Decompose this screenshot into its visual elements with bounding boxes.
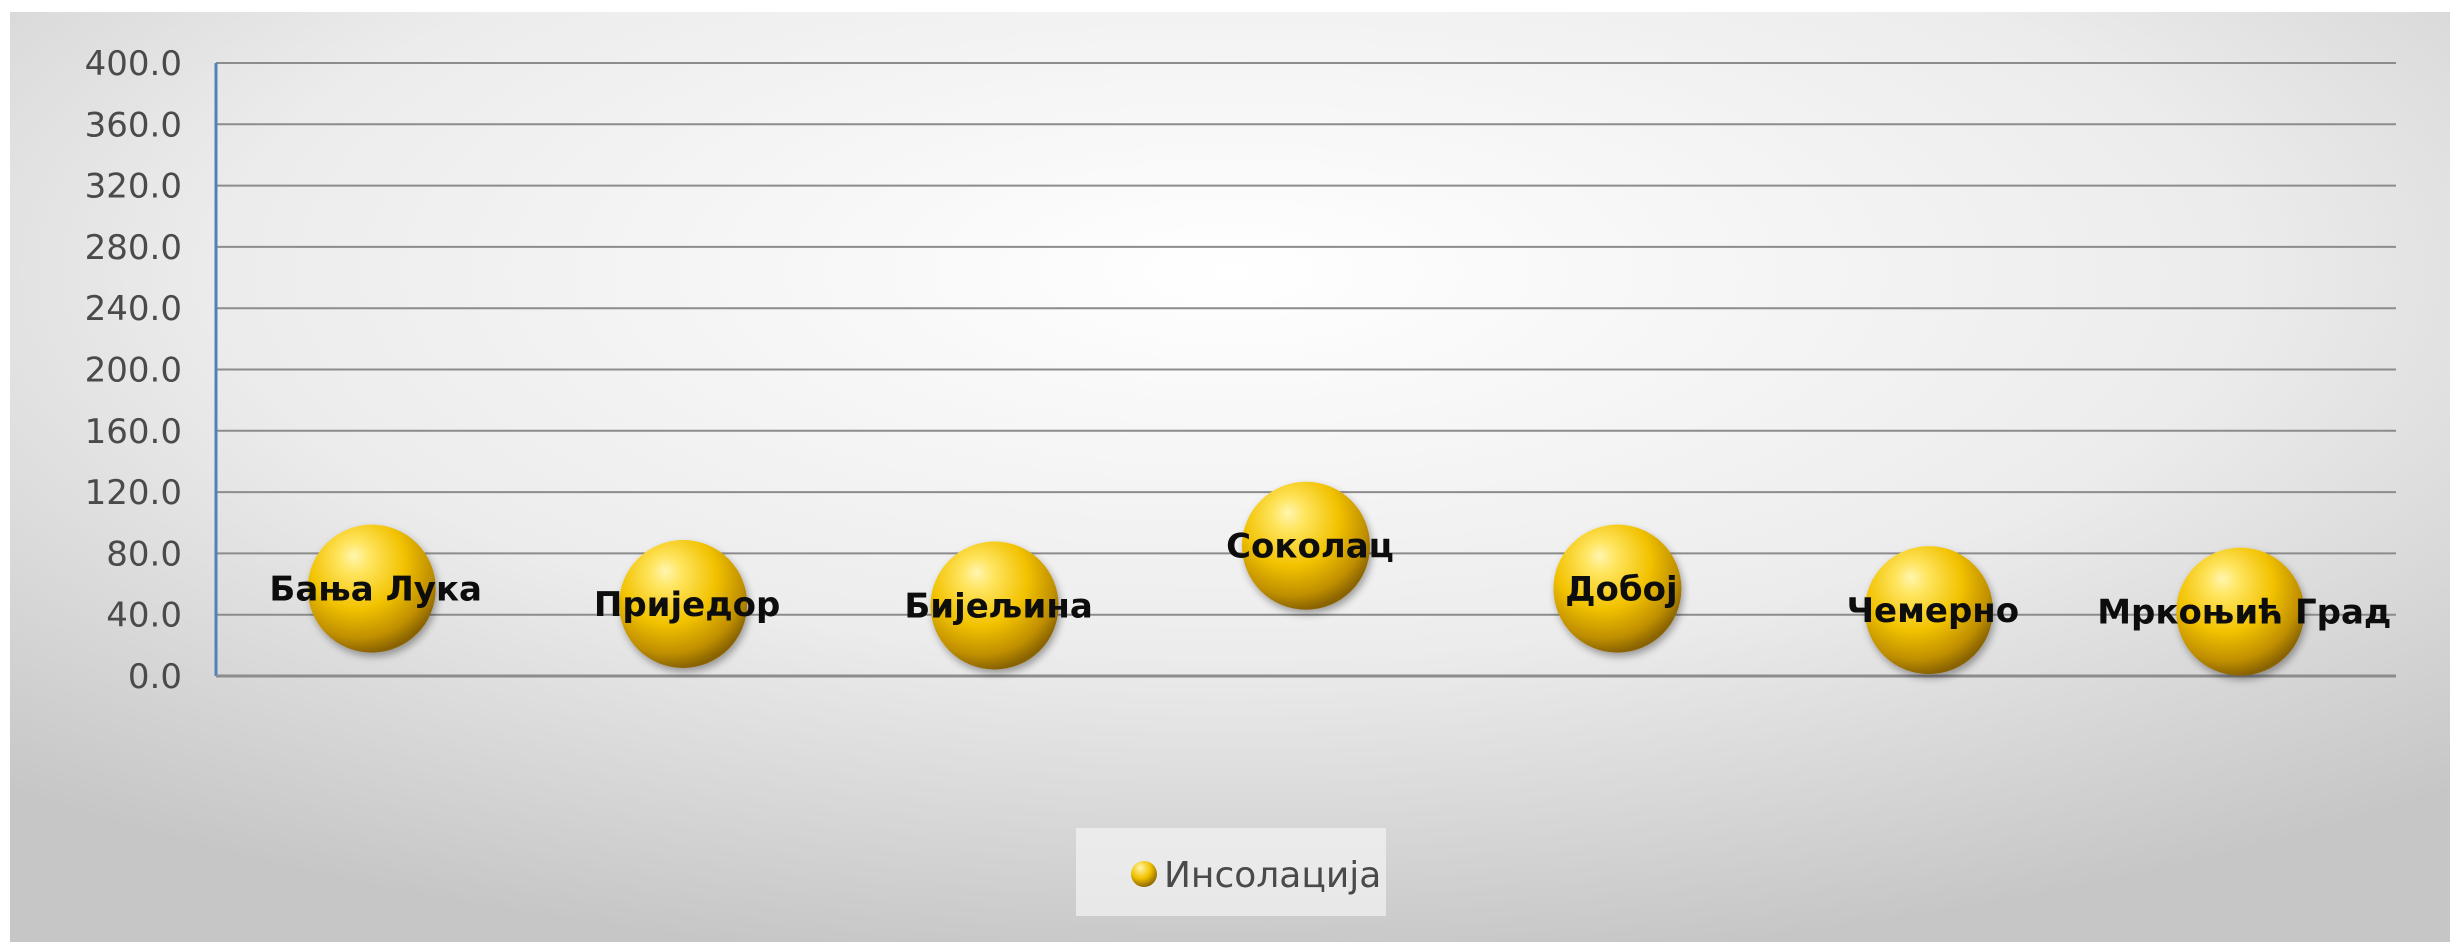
- y-tick-label: 400.0: [85, 44, 182, 84]
- data-point: [307, 524, 436, 653]
- y-tick-label: 200.0: [85, 351, 182, 391]
- y-tick-label: 360.0: [85, 105, 182, 145]
- y-tick-label: 320.0: [85, 167, 182, 207]
- data-point: [1864, 546, 1993, 675]
- y-tick-label: 120.0: [85, 473, 182, 513]
- y-tick-label: 80.0: [106, 534, 182, 574]
- legend-box: [1076, 828, 1386, 916]
- legend-entry-insolacija: Инсолација: [1164, 855, 1381, 896]
- data-points: [307, 481, 2305, 676]
- data-point: [1242, 481, 1370, 610]
- data-point: [619, 539, 748, 668]
- data-label: Добој: [1565, 570, 1677, 610]
- y-tick-label: 160.0: [85, 412, 182, 452]
- y-tick-label: 0.0: [128, 657, 182, 697]
- gridlines: [216, 62, 2396, 616]
- y-axis-tick-labels: 0.0 40.0 80.0 120.0 160.0 200.0 240.0 280.0 320.…: [85, 44, 182, 697]
- data-label: Приједор: [594, 585, 781, 625]
- data-label: Мркоњић Град: [2097, 593, 2391, 633]
- y-tick-label: 240.0: [85, 289, 182, 329]
- data-point: [2176, 547, 2305, 676]
- y-tick-label: 40.0: [106, 596, 182, 636]
- legend: Инсолација: [1076, 828, 1386, 916]
- data-label: Чемерно: [1847, 591, 2020, 631]
- data-label: Бијељина: [904, 587, 1092, 627]
- data-point: [930, 541, 1059, 670]
- data-label: Бања Лука: [269, 570, 482, 610]
- data-labels: Бања Лука Приједор Бијељина Соколац Добој Чем…: [269, 527, 2391, 633]
- plot-background: [10, 12, 2450, 942]
- data-label: Соколац: [1226, 527, 1394, 567]
- data-point: [1553, 524, 1682, 653]
- y-tick-label: 280.0: [85, 228, 182, 268]
- legend-marker: [1131, 861, 1157, 887]
